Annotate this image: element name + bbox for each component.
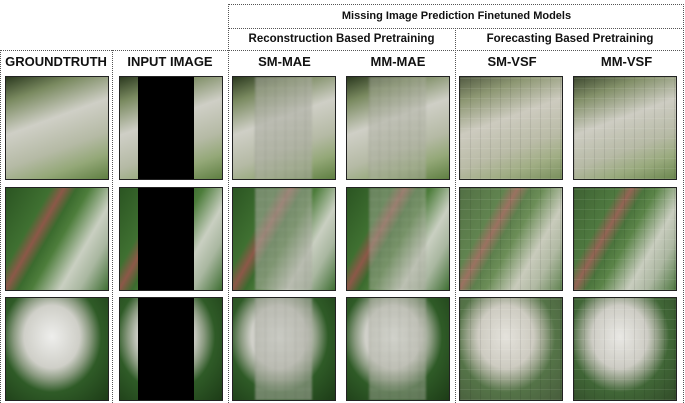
column-header: MM-MAE (341, 50, 455, 72)
divider (228, 28, 684, 29)
column-header: SM-MAE (228, 50, 341, 72)
masked-region (138, 298, 194, 400)
satellite-image (232, 297, 336, 401)
satellite-image (5, 187, 109, 291)
column-header: INPUT IMAGE (112, 50, 228, 72)
divider (0, 50, 1, 403)
satellite-image (119, 297, 223, 401)
group-label: Reconstruction Based Pretraining (228, 28, 455, 50)
column-header: GROUNDTRUTH (0, 50, 112, 72)
group-label: Forecasting Based Pretraining (455, 28, 685, 50)
column-header: SM-VSF (455, 50, 569, 72)
divider (112, 50, 113, 403)
predicted-region (574, 298, 676, 400)
satellite-image (119, 76, 223, 180)
satellite-image (459, 76, 563, 180)
predicted-region (460, 77, 562, 179)
divider (228, 4, 684, 5)
satellite-image (459, 187, 563, 291)
satellite-image (346, 76, 450, 180)
satellite-image (232, 187, 336, 291)
divider (455, 28, 456, 403)
satellite-image (573, 187, 677, 291)
predicted-region (369, 77, 425, 179)
predicted-region (369, 298, 425, 400)
predicted-region (574, 77, 676, 179)
masked-region (138, 188, 194, 290)
satellite-image (459, 297, 563, 401)
predicted-region (460, 298, 562, 400)
predicted-region (255, 77, 311, 179)
satellite-image (573, 76, 677, 180)
satellite-image (232, 76, 336, 180)
column-header: MM-VSF (569, 50, 684, 72)
predicted-region (460, 188, 562, 290)
satellite-image (5, 297, 109, 401)
predicted-region (574, 188, 676, 290)
figure-title: Missing Image Prediction Finetuned Model… (228, 4, 685, 28)
satellite-image (346, 187, 450, 291)
predicted-region (255, 188, 311, 290)
satellite-image (346, 297, 450, 401)
predicted-region (369, 188, 425, 290)
predicted-region (255, 298, 311, 400)
masked-region (138, 77, 194, 179)
satellite-image (119, 187, 223, 291)
satellite-image (5, 76, 109, 180)
satellite-image (573, 297, 677, 401)
figure: Missing Image Prediction Finetuned Model… (0, 0, 685, 403)
